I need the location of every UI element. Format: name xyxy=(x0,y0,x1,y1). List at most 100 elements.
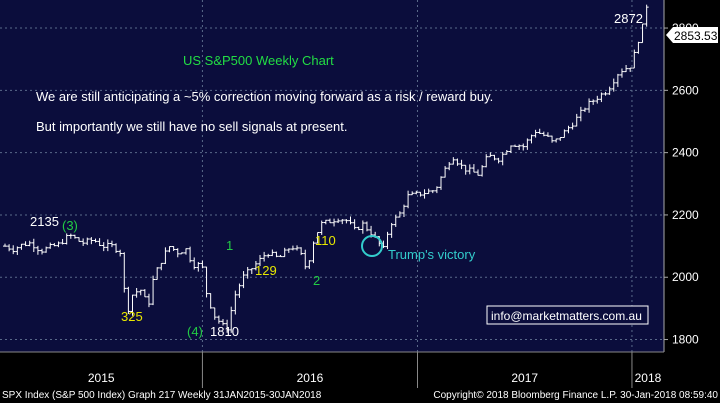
weekly-bar xyxy=(192,257,197,270)
weekly-bar xyxy=(295,245,300,251)
weekly-bar xyxy=(640,23,645,44)
annotation-wave-1: 1 xyxy=(226,238,233,253)
weekly-bar xyxy=(97,238,102,247)
weekly-bar xyxy=(336,218,341,224)
weekly-bar xyxy=(146,293,151,308)
weekly-bar xyxy=(508,145,513,153)
weekly-bar xyxy=(89,237,94,245)
weekly-bar xyxy=(56,241,61,248)
weekly-bar xyxy=(434,186,439,194)
weekly-bar xyxy=(447,161,452,171)
weekly-bar xyxy=(525,138,530,150)
weekly-bar xyxy=(64,233,69,245)
weekly-bar xyxy=(11,245,16,255)
annotation-129: 129 xyxy=(255,263,277,278)
weekly-bar xyxy=(319,220,324,235)
weekly-bar xyxy=(60,238,65,245)
annotation-1810: 1810 xyxy=(210,324,239,339)
weekly-bar xyxy=(155,267,160,280)
weekly-bar xyxy=(274,251,279,258)
weekly-bar xyxy=(352,219,357,230)
weekly-bar xyxy=(615,73,620,87)
x-tick-label-2016: 2016 xyxy=(297,371,324,385)
weekly-bar xyxy=(163,247,168,265)
weekly-bar xyxy=(426,188,431,195)
weekly-bar xyxy=(85,237,90,246)
weekly-bar xyxy=(340,219,345,225)
note-line-1: We are still anticipating a ~5% correcti… xyxy=(36,89,493,104)
weekly-bar xyxy=(233,290,238,315)
weekly-bar xyxy=(558,136,563,141)
weekly-bar xyxy=(225,319,230,333)
weekly-bar xyxy=(533,129,538,138)
weekly-bar xyxy=(492,154,497,161)
weekly-bar xyxy=(188,246,193,263)
weekly-bar xyxy=(463,164,468,175)
weekly-bar xyxy=(179,252,184,255)
weekly-bar xyxy=(632,49,637,69)
footer-right: Copyright© 2018 Bloomberg Finance L.P. 3… xyxy=(433,390,718,401)
y-tick-label-1800: 1800 xyxy=(672,333,699,347)
annotation-325: 325 xyxy=(121,309,143,324)
weekly-bar xyxy=(81,238,86,246)
weekly-bar xyxy=(484,154,489,168)
chart-title: US S&P500 Weekly Chart xyxy=(183,53,334,68)
weekly-bar xyxy=(599,92,604,103)
weekly-bar xyxy=(72,234,77,239)
weekly-bar xyxy=(44,246,49,253)
weekly-bar xyxy=(364,221,369,232)
weekly-bar xyxy=(607,86,612,95)
weekly-bar xyxy=(537,128,542,134)
y-tick-label-2200: 2200 xyxy=(672,208,699,222)
weekly-bar xyxy=(315,232,320,244)
annotation-2872: 2872 xyxy=(614,11,643,26)
weekly-bar xyxy=(624,64,629,73)
weekly-bar xyxy=(430,190,435,194)
weekly-bar xyxy=(418,191,423,197)
weekly-bar xyxy=(196,261,201,272)
weekly-bar xyxy=(385,231,390,250)
weekly-bar xyxy=(311,241,316,264)
svg-text:1: 1 xyxy=(226,238,233,253)
annotation-wave-2: 2 xyxy=(313,273,320,288)
weekly-bar xyxy=(204,266,209,298)
weekly-bar xyxy=(611,78,616,92)
weekly-bar xyxy=(130,294,135,316)
weekly-bar xyxy=(566,125,571,134)
weekly-bar xyxy=(504,149,509,155)
svg-text:2135: 2135 xyxy=(30,214,59,229)
weekly-bar xyxy=(93,238,98,243)
weekly-bar xyxy=(517,144,522,150)
weekly-bar xyxy=(595,95,600,104)
x-tick-label-2018: 2018 xyxy=(635,371,662,385)
weekly-bar xyxy=(262,251,267,262)
weekly-bar xyxy=(183,248,188,255)
y-tick-label-2400: 2400 xyxy=(672,146,699,160)
weekly-bar xyxy=(220,319,225,326)
annotation-wave-3: (3) xyxy=(62,218,78,233)
weekly-bar xyxy=(467,164,472,175)
weekly-bar xyxy=(356,226,361,231)
weekly-bar xyxy=(541,131,546,137)
weekly-bar xyxy=(550,135,555,143)
weekly-bar xyxy=(126,286,131,314)
weekly-bar xyxy=(15,246,20,255)
weekly-bar xyxy=(406,190,411,209)
weekly-bar xyxy=(109,240,114,248)
weekly-bar xyxy=(52,243,57,247)
timeline-background xyxy=(0,352,664,388)
weekly-bar xyxy=(290,245,295,251)
trump-victory-circle xyxy=(361,235,383,257)
svg-text:110: 110 xyxy=(315,233,336,248)
weekly-bar xyxy=(422,189,427,199)
grid-lines xyxy=(0,0,664,352)
weekly-bar xyxy=(476,169,481,176)
weekly-bar xyxy=(237,283,242,298)
axis-panel-background xyxy=(664,0,720,352)
weekly-bar xyxy=(27,240,32,247)
y-tick-label-2600: 2600 xyxy=(672,83,699,97)
x-axis: 2015 2016 2017 2018 xyxy=(0,351,664,388)
weekly-bar xyxy=(397,211,402,218)
weekly-bar xyxy=(554,138,559,143)
weekly-bar xyxy=(266,253,271,258)
